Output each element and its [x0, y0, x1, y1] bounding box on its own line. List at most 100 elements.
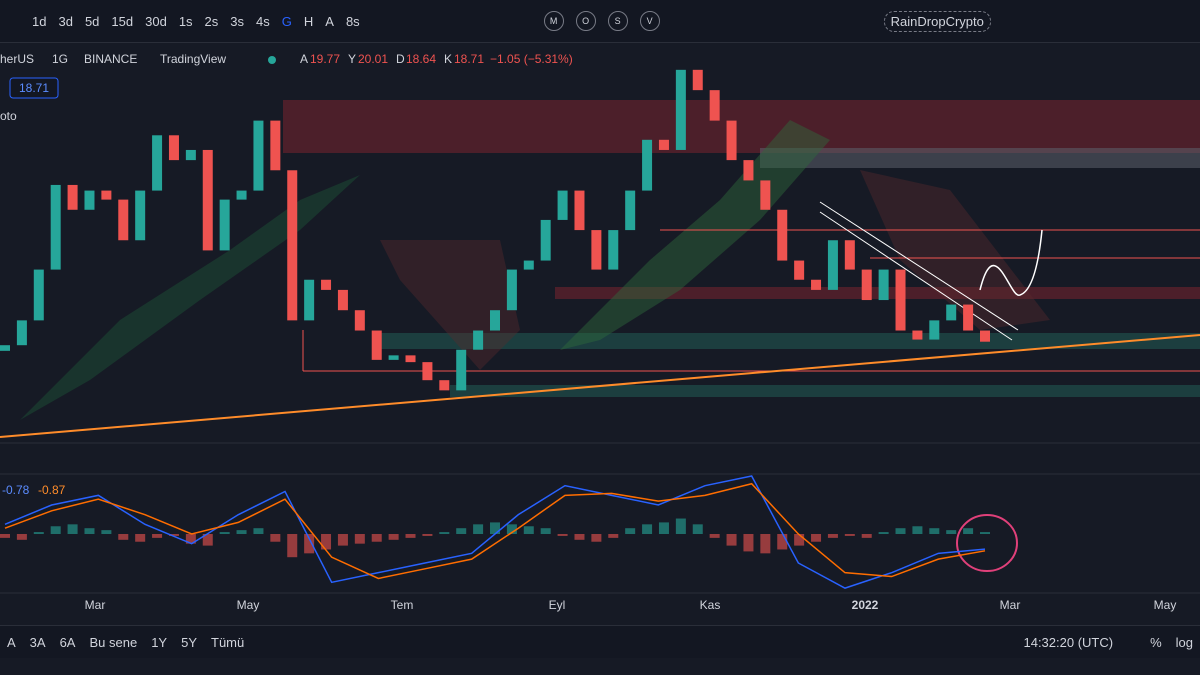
macd-histogram-bar [844, 534, 855, 536]
range-button[interactable]: 5Y [181, 634, 197, 650]
interval-button[interactable]: 5d [84, 13, 100, 29]
candle [811, 279, 822, 290]
interval-button[interactable]: 3d [58, 13, 73, 29]
highlight-circle [956, 514, 1018, 572]
time-axis-label: May [1154, 598, 1177, 612]
macd-histogram-bar [253, 528, 264, 534]
interval-button[interactable]: 2s [204, 13, 219, 29]
candle [118, 199, 129, 241]
username[interactable]: RainDropCrypto [883, 10, 991, 32]
time-axis-label: Mar [1000, 598, 1021, 612]
candle [168, 135, 179, 161]
interval-button[interactable]: 1d [32, 13, 47, 29]
candle [844, 240, 855, 270]
macd-histogram-bar [963, 528, 974, 534]
macd-histogram-bar [608, 534, 619, 538]
candle [101, 190, 112, 200]
interval-button[interactable]: 30d [145, 13, 167, 29]
candle [675, 69, 686, 150]
candle [371, 330, 382, 360]
candle [84, 190, 95, 210]
candle [253, 120, 264, 191]
macd-histogram-bar [675, 518, 686, 534]
macd-histogram-bar [574, 534, 585, 540]
range-button[interactable]: 3A [29, 634, 46, 650]
ohlc-change: −1.05 (−5.31%) [490, 52, 573, 66]
candle [490, 310, 500, 331]
candle [422, 362, 433, 381]
candle [202, 149, 213, 251]
candle [878, 269, 889, 301]
time-axis-label: Kas [700, 598, 721, 612]
macd-histogram-bar [101, 530, 112, 534]
source: TradingView [160, 52, 226, 66]
candle [152, 135, 163, 191]
candle [946, 304, 957, 321]
candle [861, 269, 872, 301]
macd-histogram-bar [236, 530, 247, 534]
interval-button[interactable]: H [303, 13, 314, 29]
status-dot [268, 56, 276, 64]
macd-histogram-bar [185, 534, 196, 544]
macd-histogram-bar [16, 534, 27, 540]
time-axis-label: Tem [391, 598, 414, 612]
macd-histogram-bar [337, 534, 348, 546]
macd-histogram-bar [287, 534, 298, 558]
channel-line [819, 211, 1013, 341]
range-button[interactable]: 1Y [151, 634, 168, 650]
candle [608, 230, 619, 270]
macd-histogram-bar [946, 530, 957, 534]
candle [827, 240, 838, 290]
macd-histogram-bar [202, 534, 213, 546]
interval-button[interactable]: 1s [178, 13, 193, 29]
time-axis-label: 2022 [852, 598, 879, 612]
support-zone [380, 333, 1200, 349]
resistance-zone [283, 100, 1200, 153]
macd-histogram-bar [304, 534, 315, 554]
indicator-badge[interactable]: O [575, 11, 596, 31]
interval-button[interactable]: 15d [111, 13, 134, 29]
macd-histogram-bar [591, 534, 602, 542]
macd-histogram-bar [84, 528, 95, 534]
ohlc-value: 18.64 [406, 52, 436, 66]
gray-zone [760, 148, 1200, 168]
price-tag: 18.71 [19, 81, 49, 95]
percent-toggle[interactable]: % [1150, 634, 1162, 650]
trend-line [0, 334, 1200, 438]
candle [523, 260, 534, 270]
indicator-badge[interactable]: M [543, 11, 564, 31]
macd-histogram-bar [439, 532, 450, 534]
log-toggle[interactable]: log [1175, 634, 1193, 650]
macd-histogram-bar [827, 534, 838, 538]
range-button[interactable]: Tümü [211, 634, 245, 650]
macd-histogram-bar [658, 522, 669, 534]
symbol: herUS [0, 52, 34, 66]
range-button[interactable]: 6A [59, 634, 76, 650]
interval-button[interactable]: 4s [256, 13, 270, 29]
macd-histogram-bar [456, 528, 467, 534]
candle [557, 190, 568, 220]
macd-histogram-bar [118, 534, 129, 540]
candle [777, 209, 788, 261]
range-button[interactable]: Bu sene [89, 634, 138, 650]
candle [16, 320, 27, 346]
indicator-badge[interactable]: V [639, 11, 660, 31]
interval-button[interactable]: A [325, 13, 334, 29]
ichimoku-cloud [860, 170, 1050, 330]
indicator-badge[interactable]: S [607, 11, 628, 31]
range-button[interactable]: A [7, 634, 16, 650]
time-axis-label: May [237, 598, 260, 612]
macd-histogram-bar [811, 534, 822, 542]
macd-histogram-bar [743, 534, 754, 552]
interval-button[interactable]: G [281, 13, 292, 29]
candle [219, 199, 230, 251]
candle [692, 69, 703, 91]
macd-histogram-bar [692, 524, 703, 534]
ohlc-label: K [444, 52, 452, 66]
interval-button[interactable]: 8s [345, 13, 360, 29]
macd-histogram-bar [794, 534, 805, 546]
macd-histogram-bar [777, 534, 788, 550]
candle [743, 160, 754, 181]
interval-button[interactable]: 3s [230, 13, 245, 29]
